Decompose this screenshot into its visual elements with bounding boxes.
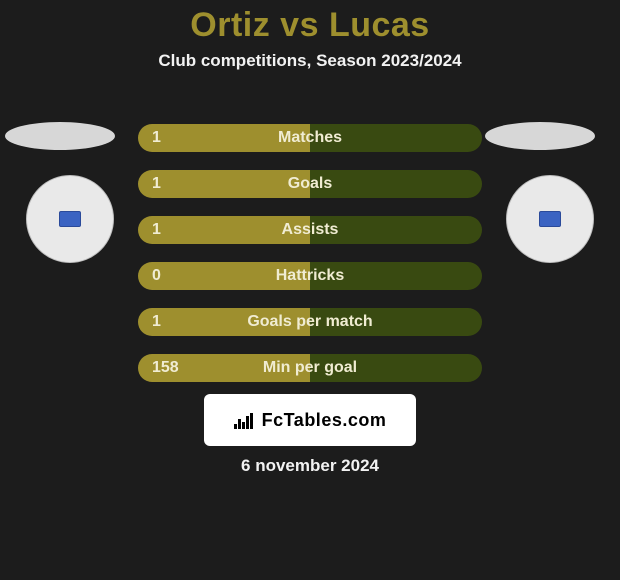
logo-bars-icon [234, 411, 256, 429]
stat-left-value: 1 [138, 313, 175, 331]
stat-row: 158Min per goal [138, 354, 482, 382]
stat-row: 1Matches [138, 124, 482, 152]
date-text: 6 november 2024 [241, 456, 379, 476]
stat-left-value: 158 [138, 359, 193, 377]
player-left-shadow [5, 122, 115, 150]
stat-left-value: 1 [138, 175, 175, 193]
comparison-canvas: Ortiz vs Lucas Club competitions, Season… [0, 0, 620, 580]
stats-rows: 1Matches 1Goals 1Assists 0Hattricks 1Goals p… [138, 124, 482, 382]
stat-left-value: 1 [138, 221, 175, 239]
player-left-flag-icon [59, 211, 81, 227]
player-right-avatar [506, 175, 594, 263]
stat-row: 1Goals per match [138, 308, 482, 336]
player-left-avatar [26, 175, 114, 263]
stat-row: 0Hattricks [138, 262, 482, 290]
stat-row: 1Goals [138, 170, 482, 198]
player-right-flag-icon [539, 211, 561, 227]
logo-text: FcTables.com [262, 410, 387, 431]
player-right-shadow [485, 122, 595, 150]
fctables-logo: FcTables.com [204, 394, 416, 446]
stat-left-value: 1 [138, 129, 175, 147]
page-title: Ortiz vs Lucas [0, 0, 620, 45]
subtitle: Club competitions, Season 2023/2024 [0, 51, 620, 71]
stat-row: 1Assists [138, 216, 482, 244]
stat-left-value: 0 [138, 267, 175, 285]
